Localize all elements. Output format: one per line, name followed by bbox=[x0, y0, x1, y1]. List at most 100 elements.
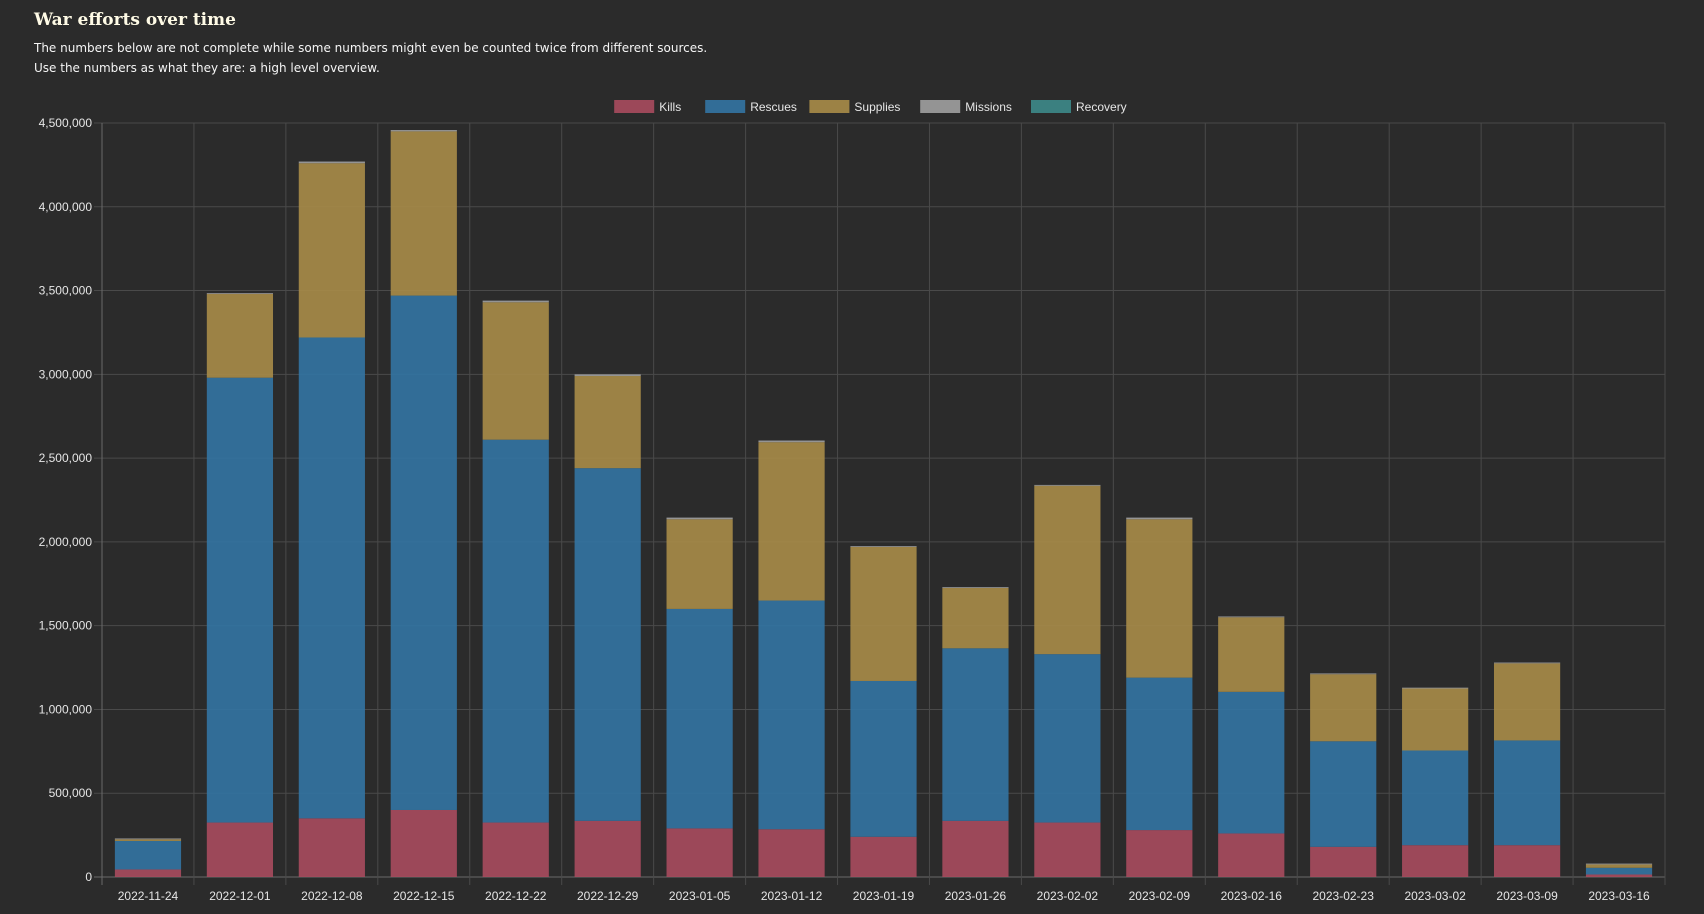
bar-segment-rescues[interactable] bbox=[114, 840, 182, 870]
description-line-2: Use the numbers as what they are: a high… bbox=[34, 61, 380, 75]
bar-segment-missions[interactable] bbox=[1218, 616, 1285, 618]
bar-segment-missions[interactable] bbox=[574, 374, 641, 377]
legend-item-missions[interactable]: Missions bbox=[920, 100, 1012, 114]
legend-swatch bbox=[614, 100, 655, 113]
x-tick-label: 2022-12-15 bbox=[393, 889, 455, 903]
x-tick-label: 2022-12-22 bbox=[485, 889, 547, 903]
bar-segment-rescues[interactable] bbox=[850, 680, 917, 837]
bar-segment-supplies[interactable] bbox=[390, 131, 457, 296]
bar-segment-kills[interactable] bbox=[574, 820, 641, 877]
legend-swatch bbox=[1031, 100, 1071, 113]
x-tick-label: 2023-01-12 bbox=[761, 889, 823, 903]
bar-segment-kills[interactable] bbox=[1585, 874, 1653, 877]
bar-segment-rescues[interactable] bbox=[1310, 741, 1377, 847]
bar-segment-kills[interactable] bbox=[666, 828, 733, 877]
x-tick-label: 2022-11-24 bbox=[118, 889, 179, 903]
bar-segment-rescues[interactable] bbox=[206, 377, 274, 823]
bar-segment-supplies[interactable] bbox=[574, 376, 641, 469]
y-tick-label: 3,500,000 bbox=[39, 284, 93, 298]
bar-segment-rescues[interactable] bbox=[390, 295, 457, 810]
bar-segment-missions[interactable] bbox=[482, 300, 549, 303]
bar-segment-supplies[interactable] bbox=[482, 302, 549, 440]
chart-bars bbox=[114, 130, 1653, 877]
y-tick-label: 500,000 bbox=[49, 786, 93, 800]
bar-segment-missions[interactable] bbox=[1126, 517, 1193, 520]
bar-segment-supplies[interactable] bbox=[666, 519, 733, 609]
bar-segment-rescues[interactable] bbox=[1402, 750, 1469, 846]
bar-segment-kills[interactable] bbox=[482, 822, 549, 877]
bar-segment-rescues[interactable] bbox=[482, 439, 549, 823]
bar-segment-rescues[interactable] bbox=[1034, 654, 1101, 823]
bar-segment-rescues[interactable] bbox=[758, 600, 825, 830]
bar-segment-missions[interactable] bbox=[942, 587, 1009, 588]
bar-segment-supplies[interactable] bbox=[1585, 864, 1653, 868]
bar-segment-kills[interactable] bbox=[298, 818, 365, 877]
bar-segment-rescues[interactable] bbox=[666, 608, 733, 829]
x-tick-label: 2023-01-19 bbox=[853, 889, 915, 903]
bar-segment-missions[interactable] bbox=[666, 517, 733, 520]
bar-segment-kills[interactable] bbox=[1034, 822, 1101, 877]
chart-header: War efforts over time The numbers below … bbox=[34, 10, 707, 78]
bar-segment-rescues[interactable] bbox=[298, 337, 365, 819]
legend-item-supplies[interactable]: Supplies bbox=[809, 100, 900, 114]
bar-segment-supplies[interactable] bbox=[114, 839, 182, 841]
bar-segment-missions[interactable] bbox=[1493, 662, 1561, 664]
x-tick-label: 2023-02-23 bbox=[1313, 889, 1375, 903]
bar-segment-kills[interactable] bbox=[942, 820, 1009, 877]
bar-segment-supplies[interactable] bbox=[1493, 663, 1561, 741]
legend-label: Missions bbox=[965, 100, 1012, 114]
x-tick-label: 2023-02-09 bbox=[1129, 889, 1191, 903]
bar-segment-rescues[interactable] bbox=[942, 648, 1009, 821]
bar-segment-supplies[interactable] bbox=[942, 587, 1009, 649]
bar-segment-kills[interactable] bbox=[1310, 846, 1377, 877]
bar-segment-kills[interactable] bbox=[1402, 845, 1469, 877]
bar-segment-supplies[interactable] bbox=[206, 293, 274, 378]
bar-segment-supplies[interactable] bbox=[850, 546, 917, 681]
legend-item-rescues[interactable]: Rescues bbox=[705, 100, 797, 114]
bar-segment-missions[interactable] bbox=[1402, 687, 1469, 689]
bar-segment-rescues[interactable] bbox=[1218, 691, 1285, 834]
bar-segment-kills[interactable] bbox=[850, 836, 917, 877]
bar-segment-kills[interactable] bbox=[1126, 830, 1193, 877]
bar-segment-supplies[interactable] bbox=[758, 442, 825, 601]
bar-segment-missions[interactable] bbox=[850, 546, 917, 547]
bar-segment-supplies[interactable] bbox=[298, 163, 365, 338]
bar-segment-missions[interactable] bbox=[298, 161, 365, 164]
bar-segment-missions[interactable] bbox=[1585, 863, 1653, 865]
bar-segment-rescues[interactable] bbox=[1585, 867, 1653, 875]
x-tick-label: 2023-03-16 bbox=[1588, 889, 1650, 903]
y-tick-label: 3,000,000 bbox=[39, 367, 93, 381]
bar-segment-kills[interactable] bbox=[206, 822, 274, 877]
legend-label: Rescues bbox=[750, 100, 797, 114]
chart-legend[interactable]: Kills Rescues Supplies Missions Recovery bbox=[614, 100, 1127, 114]
bar-segment-rescues[interactable] bbox=[574, 468, 641, 821]
bar-segment-rescues[interactable] bbox=[1126, 677, 1193, 831]
bar-segment-missions[interactable] bbox=[390, 130, 457, 132]
legend-item-kills[interactable]: Kills bbox=[614, 100, 681, 114]
bar-segment-kills[interactable] bbox=[114, 869, 182, 877]
bar-segment-supplies[interactable] bbox=[1310, 674, 1377, 742]
y-axis: 0 500,000 1,000,000 1,500,000 2,000,000 2,500… bbox=[39, 116, 93, 884]
bar-segment-supplies[interactable] bbox=[1034, 485, 1101, 655]
bar-segment-missions[interactable] bbox=[114, 838, 182, 840]
x-tick-label: 2022-12-08 bbox=[301, 889, 363, 903]
x-tick-label: 2022-12-29 bbox=[577, 889, 639, 903]
bar-segment-supplies[interactable] bbox=[1126, 519, 1193, 678]
bar-segment-missions[interactable] bbox=[206, 293, 274, 294]
x-tick-label: 2023-03-09 bbox=[1496, 889, 1558, 903]
bar-segment-kills[interactable] bbox=[1218, 833, 1285, 877]
bar-segment-kills[interactable] bbox=[1493, 845, 1561, 877]
legend-label: Supplies bbox=[854, 100, 900, 114]
legend-swatch bbox=[920, 100, 961, 113]
bar-segment-supplies[interactable] bbox=[1402, 688, 1469, 751]
bar-segment-missions[interactable] bbox=[1310, 673, 1377, 675]
legend-label: Kills bbox=[659, 100, 681, 114]
bar-segment-supplies[interactable] bbox=[1218, 617, 1285, 692]
bar-segment-missions[interactable] bbox=[1034, 484, 1101, 486]
bar-segment-kills[interactable] bbox=[758, 829, 825, 877]
bar-segment-missions[interactable] bbox=[758, 440, 825, 443]
bar-segment-rescues[interactable] bbox=[1493, 740, 1561, 846]
legend-item-recovery[interactable]: Recovery bbox=[1031, 100, 1127, 114]
bar-segment-kills[interactable] bbox=[390, 809, 457, 877]
